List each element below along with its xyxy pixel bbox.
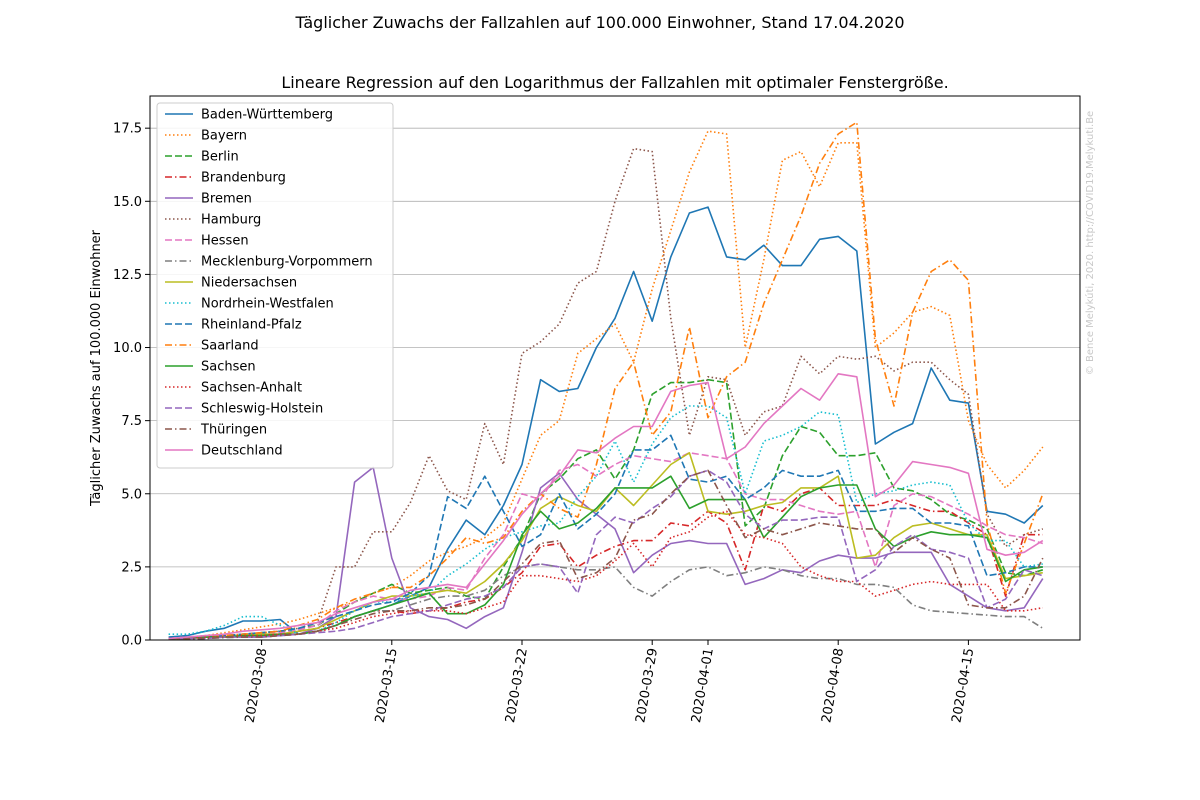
legend-label-deutschland: Deutschland (201, 444, 283, 459)
y-tick-label: 10.0 (113, 341, 142, 356)
series-line-saarland (168, 121, 1044, 640)
x-tick-label: 2020-04-08 (819, 647, 847, 724)
y-tick-label: 5.0 (121, 487, 142, 502)
y-tick-label: 7.5 (121, 414, 142, 429)
legend-label-saarland: Saarland (201, 339, 259, 354)
y-tick-label: 2.5 (121, 560, 142, 575)
series-line-hamburg (168, 147, 1044, 640)
legend-label-thueringen: Thüringen (200, 423, 267, 438)
series-lines (168, 121, 1044, 641)
x-tick-label: 2020-03-15 (373, 647, 401, 724)
legend-box (156, 102, 394, 469)
legend-label-mecklenburg-vorpommern: Mecklenburg-Vorpommern (201, 255, 373, 270)
x-tick-label: 2020-04-15 (949, 647, 977, 724)
y-axis-label: Täglicher Zuwachs auf 100.000 Einwohner (89, 229, 104, 507)
legend-label-nordrhein-westfalen: Nordrhein-Westfalen (201, 297, 334, 312)
legend-label-niedersachsen: Niedersachsen (201, 276, 297, 291)
legend-label-berlin: Berlin (201, 150, 239, 165)
legend-label-hamburg: Hamburg (201, 213, 261, 228)
legend-label-baden-wuerttemberg: Baden-Württemberg (201, 108, 333, 123)
y-axis: 0.0 2.5 5.0 7.5 10.0 12.5 15.0 17.5 (113, 122, 150, 649)
legend: Baden-Württemberg Bayern Berlin Brandenburg… (156, 102, 394, 469)
legend-label-sachsen-anhalt: Sachsen-Anhalt (201, 381, 302, 396)
series-line-niedersachsen (168, 451, 1043, 640)
legend-label-schleswig-holstein: Schleswig-Holstein (201, 402, 323, 417)
x-tick-label: 2020-04-01 (689, 647, 717, 724)
legend-label-bayern: Bayern (201, 129, 247, 144)
x-axis: 2020-03-08 2020-03-15 2020-03-22 2020-03-29… (243, 640, 977, 724)
figure-suptitle: Täglicher Zuwachs der Fallzahlen auf 100… (294, 13, 904, 32)
x-tick-label: 2020-03-22 (503, 647, 531, 724)
series-line-deutschland (168, 372, 1044, 640)
series-line-bremen (168, 466, 1044, 640)
legend-label-rheinland-pfalz: Rheinland-Pfalz (201, 318, 302, 333)
legend-label-bremen: Bremen (201, 192, 252, 207)
series-line-brandenburg (168, 487, 1043, 640)
series-line-thueringen (168, 469, 1044, 640)
y-tick-label: 15.0 (113, 195, 142, 210)
legend-label-hessen: Hessen (201, 234, 249, 249)
chart-title: Lineare Regression auf den Logarithmus d… (281, 73, 948, 92)
legend-label-sachsen: Sachsen (201, 360, 256, 375)
plot-area (149, 95, 1081, 641)
y-tick-label: 0.0 (121, 634, 142, 649)
legend-label-brandenburg: Brandenburg (201, 171, 286, 186)
x-tick-label: 2020-03-29 (633, 647, 661, 724)
series-line-bayern (168, 130, 1044, 640)
x-tick-label: 2020-03-08 (243, 647, 271, 724)
watermark-text: © Bence Melykúti, 2020. http://COVID19.M… (1084, 111, 1096, 375)
series-line-schleswig-holstein (168, 469, 1044, 640)
series-line-hessen (168, 451, 1044, 640)
y-tick-label: 17.5 (113, 122, 142, 137)
y-tick-label: 12.5 (113, 268, 142, 283)
